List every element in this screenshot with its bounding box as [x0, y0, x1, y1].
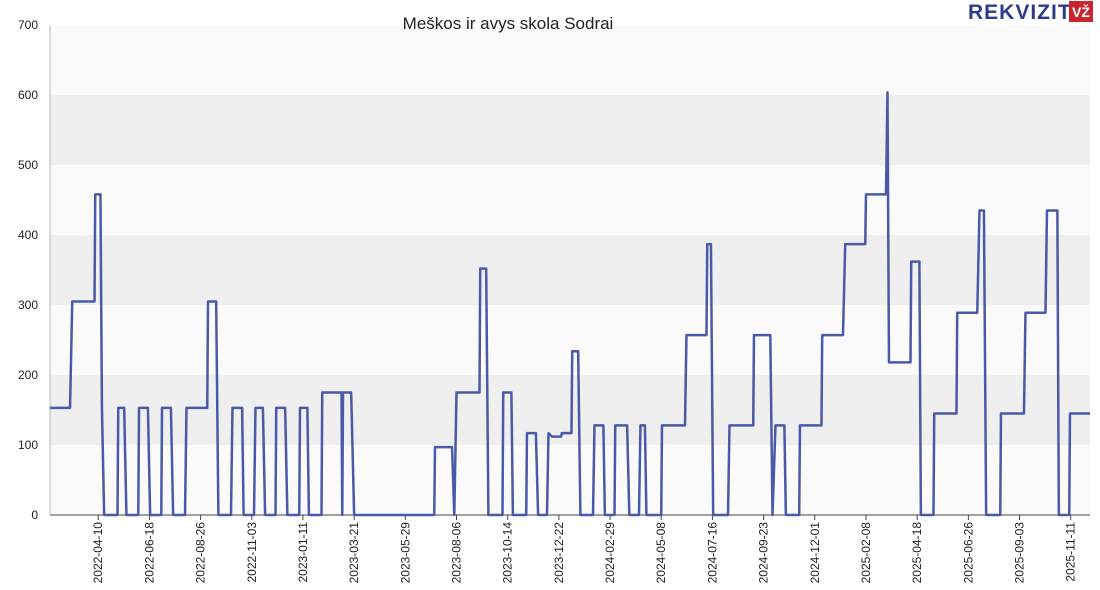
y-tick-label: 100	[18, 438, 38, 452]
x-tick-label: 2023-01-11	[296, 522, 310, 583]
y-tick-label: 400	[18, 228, 38, 242]
y-tick-label: 0	[31, 508, 38, 522]
grid-band	[50, 95, 1090, 165]
x-tick-label: 2024-02-29	[603, 522, 617, 584]
data-line	[50, 90, 1090, 517]
x-tick-label: 2024-09-23	[757, 522, 771, 584]
y-tick-label: 500	[18, 158, 38, 172]
y-tick-label: 600	[18, 88, 38, 102]
x-tick-label: 2024-05-08	[654, 522, 668, 584]
x-tick-label: 2024-12-01	[808, 522, 822, 584]
x-tick-label: 2022-11-03	[245, 522, 259, 583]
x-tick-label: 2025-09-03	[1013, 522, 1027, 584]
x-tick-label: 2025-11-11	[1064, 522, 1078, 582]
logo-badge-bg	[1069, 1, 1093, 22]
x-tick-label: 2025-06-26	[961, 522, 975, 584]
chart-title: Meškos ir avys skola Sodrai	[403, 14, 614, 33]
x-tick-label: 2023-08-06	[450, 522, 464, 584]
grid-band	[50, 235, 1090, 305]
y-tick-label: 200	[18, 368, 38, 382]
x-tick-label: 2022-06-18	[142, 522, 156, 584]
x-tick-label: 2023-12-22	[552, 522, 566, 584]
x-tick-label: 2022-08-26	[194, 522, 208, 584]
logo: REKVIZITAI	[968, 1, 1093, 24]
x-tick-label: 2023-10-14	[501, 522, 515, 584]
logo-badge: VŽ	[1072, 3, 1090, 20]
x-tick-label: 2024-07-16	[705, 522, 719, 584]
y-tick-label: 300	[18, 298, 38, 312]
x-tick-label: 2025-04-18	[910, 522, 924, 584]
x-tick-label: 2025-02-08	[859, 522, 873, 584]
x-tick-label: 2023-05-29	[398, 522, 412, 584]
y-tick-label: 700	[18, 18, 38, 32]
x-tick-label: 2023-03-21	[347, 522, 361, 584]
x-tick-label: 2022-04-10	[91, 522, 105, 584]
